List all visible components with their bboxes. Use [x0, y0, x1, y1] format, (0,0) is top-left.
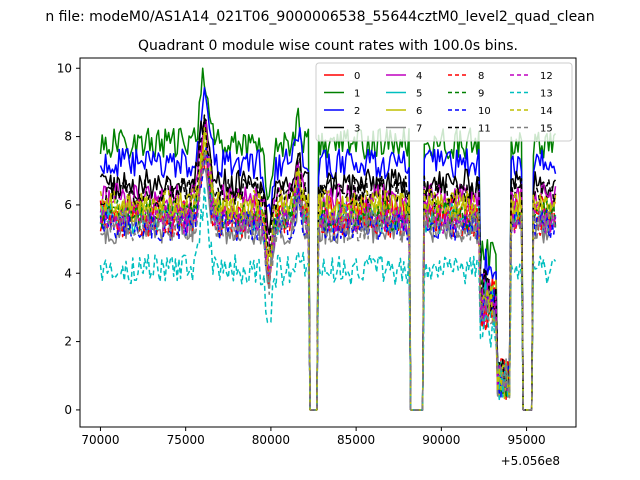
plot-area	[99, 67, 557, 411]
legend-label-9: 9	[478, 89, 484, 100]
y-tick-label: 0	[64, 403, 72, 417]
x-tick-label: 70000	[81, 433, 119, 447]
legend-label-15: 15	[540, 124, 553, 135]
series-line-10	[99, 146, 557, 411]
legend-label-10: 10	[478, 106, 491, 117]
legend-label-5: 5	[416, 89, 422, 100]
x-tick-label: 85000	[337, 433, 375, 447]
legend-label-8: 8	[478, 71, 484, 82]
legend-label-3: 3	[354, 124, 360, 135]
series-line-11	[100, 114, 557, 411]
legend-box	[315, 62, 573, 142]
series-line-15	[100, 150, 557, 411]
legend-label-11: 11	[478, 124, 491, 135]
legend-label-2: 2	[354, 106, 360, 117]
legend-label-6: 6	[416, 106, 422, 117]
series-line-13	[99, 185, 557, 411]
legend-label-4: 4	[416, 71, 422, 82]
y-tick-label: 6	[64, 198, 72, 212]
series-line-14	[99, 127, 556, 411]
x-tick-label: 95000	[507, 433, 545, 447]
chart-suptitle: n file: modeM0/AS1A14_021T06_9000006538_…	[45, 9, 594, 25]
y-tick-label: 4	[64, 266, 72, 280]
y-tick-label: 8	[64, 130, 72, 144]
legend-label-14: 14	[540, 106, 553, 117]
y-tick-label: 10	[57, 61, 72, 75]
legend-label-7: 7	[416, 124, 422, 135]
legend-label-12: 12	[540, 71, 553, 82]
legend-label-0: 0	[354, 71, 360, 82]
legend-label-13: 13	[540, 89, 553, 100]
x-offset-label: +5.056e8	[501, 454, 560, 468]
x-tick-label: 90000	[422, 433, 460, 447]
x-tick-label: 75000	[167, 433, 205, 447]
y-tick-label: 2	[64, 335, 72, 349]
chart-title: Quadrant 0 module wise count rates with …	[138, 38, 518, 54]
legend-label-1: 1	[354, 89, 360, 100]
axes-frame	[79, 57, 577, 428]
x-tick-label: 80000	[252, 433, 290, 447]
